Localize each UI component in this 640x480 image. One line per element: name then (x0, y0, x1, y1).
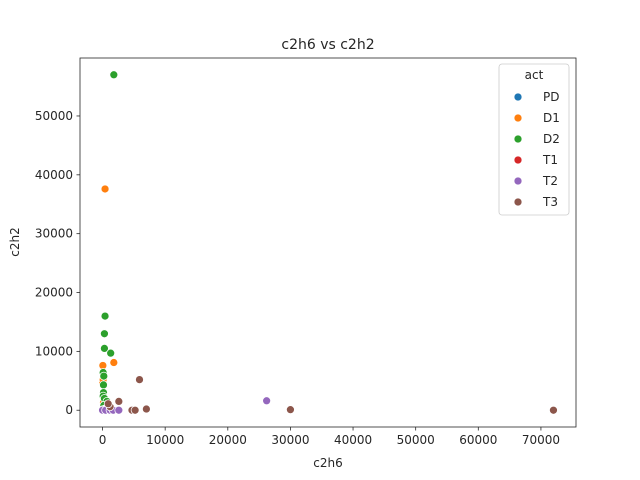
y-tick-label: 30000 (35, 227, 73, 241)
data-point-t3 (103, 399, 113, 409)
data-point-t3 (114, 397, 124, 406)
plot-frame (79, 57, 577, 428)
data-point-d2 (100, 311, 110, 321)
data-point-t3 (130, 405, 140, 415)
chart-title: c2h6 vs c2h2 (281, 37, 374, 53)
legend-marker-d1 (513, 113, 523, 123)
data-point-t3 (142, 404, 151, 414)
legend: act PD D1 D2 T1 T2 T3 (498, 63, 570, 216)
y-tick-label: 0 (65, 403, 73, 417)
data-points (98, 70, 558, 415)
legend-label-t1: T1 (542, 153, 558, 167)
x-tick-label: 0 (99, 433, 107, 447)
y-tick-label: 50000 (35, 109, 73, 123)
x-tick-label: 40000 (334, 433, 372, 447)
x-tick-label: 70000 (522, 433, 560, 447)
legend-title: act (525, 68, 544, 82)
legend-marker-t3 (513, 197, 523, 207)
x-axis-ticks: 0 10000 20000 30000 40000 50000 60000 70000 (99, 427, 560, 447)
y-tick-label: 20000 (35, 286, 73, 300)
legend-label-t3: T3 (542, 195, 558, 209)
data-point-d2 (99, 371, 109, 381)
y-tick-label: 10000 (35, 344, 73, 358)
x-tick-label: 30000 (271, 433, 309, 447)
legend-label-d2: D2 (543, 132, 560, 146)
data-point-d1 (100, 184, 110, 194)
legend-items: PD D1 D2 T1 T2 T3 (513, 90, 560, 209)
data-point-d2 (106, 348, 116, 358)
data-point-t3 (286, 405, 295, 415)
x-tick-label: 20000 (209, 433, 247, 447)
legend-marker-pd (513, 92, 523, 102)
data-point-t3 (135, 375, 144, 384)
x-tick-label: 10000 (146, 433, 184, 447)
data-point-d2 (99, 380, 108, 390)
data-point-t2 (262, 396, 272, 406)
legend-label-t2: T2 (542, 174, 558, 188)
x-tick-label: 50000 (397, 433, 435, 447)
data-point-t3 (549, 405, 558, 415)
x-axis-label: c2h6 (313, 456, 342, 470)
y-axis-label: c2h2 (8, 227, 22, 256)
plot-area (80, 58, 576, 427)
legend-marker-d2 (513, 134, 523, 144)
legend-marker-t1 (513, 155, 523, 165)
legend-label-pd: PD (543, 90, 559, 104)
x-tick-label: 60000 (459, 433, 497, 447)
legend-marker-t2 (513, 176, 523, 186)
y-tick-label: 40000 (35, 168, 73, 182)
data-point-t2 (114, 405, 124, 415)
data-point-d2 (100, 344, 109, 353)
data-point-d1 (109, 358, 119, 367)
legend-label-d1: D1 (543, 111, 560, 125)
data-point-d2 (109, 70, 119, 80)
data-point-d2 (100, 329, 109, 339)
y-axis-ticks: 0 10000 20000 30000 40000 50000 (35, 109, 80, 417)
